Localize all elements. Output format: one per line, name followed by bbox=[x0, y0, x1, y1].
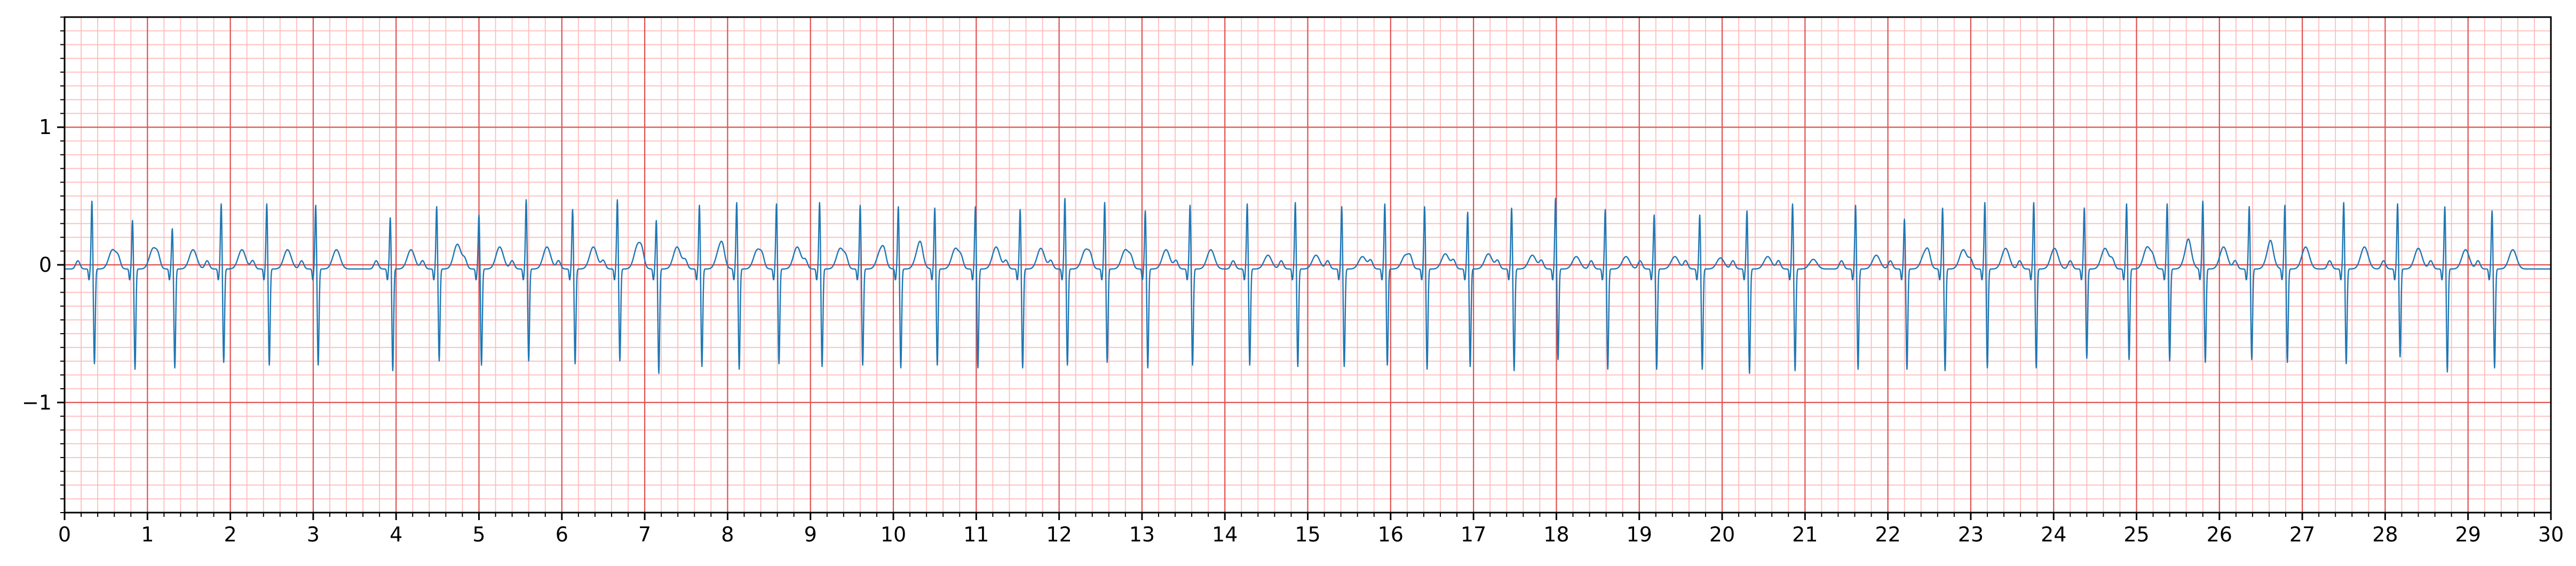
x-tick-label: 29 bbox=[2455, 523, 2481, 546]
x-tick-label: 3 bbox=[307, 523, 320, 546]
x-tick-label: 10 bbox=[881, 523, 906, 546]
x-tick-label: 18 bbox=[1543, 523, 1569, 546]
x-tick-label: 23 bbox=[1958, 523, 1984, 546]
x-tick-label: 14 bbox=[1212, 523, 1238, 546]
x-tick-label: 0 bbox=[58, 523, 71, 546]
x-tick-label: 1 bbox=[141, 523, 154, 546]
x-tick-label: 26 bbox=[2207, 523, 2232, 546]
x-tick-label: 22 bbox=[1875, 523, 1900, 546]
x-tick-label: 7 bbox=[638, 523, 651, 546]
x-tick-label: 9 bbox=[804, 523, 817, 546]
x-tick-label: 13 bbox=[1129, 523, 1155, 546]
x-tick-label: 11 bbox=[963, 523, 989, 546]
x-tick-label: 15 bbox=[1295, 523, 1320, 546]
x-tick-label: 27 bbox=[2289, 523, 2315, 546]
x-tick-label: 24 bbox=[2041, 523, 2066, 546]
x-tick-label: 12 bbox=[1046, 523, 1072, 546]
x-tick-label: 17 bbox=[1461, 523, 1486, 546]
y-tick-label: 0 bbox=[39, 253, 52, 277]
y-tick-label: −1 bbox=[22, 391, 52, 414]
x-tick-label: 20 bbox=[1709, 523, 1735, 546]
x-tick-label: 6 bbox=[556, 523, 568, 546]
y-tick-label: 1 bbox=[39, 115, 52, 139]
x-tick-label: 25 bbox=[2123, 523, 2149, 546]
x-tick-label: 19 bbox=[1627, 523, 1652, 546]
x-tick-label: 30 bbox=[2538, 523, 2564, 546]
x-tick-label: 28 bbox=[2372, 523, 2398, 546]
x-tick-label: 8 bbox=[721, 523, 734, 546]
x-tick-label: 2 bbox=[224, 523, 237, 546]
x-tick-label: 21 bbox=[1792, 523, 1818, 546]
x-tick-label: 5 bbox=[472, 523, 485, 546]
x-tick-label: 16 bbox=[1378, 523, 1404, 546]
x-tick-label: 4 bbox=[390, 523, 402, 546]
